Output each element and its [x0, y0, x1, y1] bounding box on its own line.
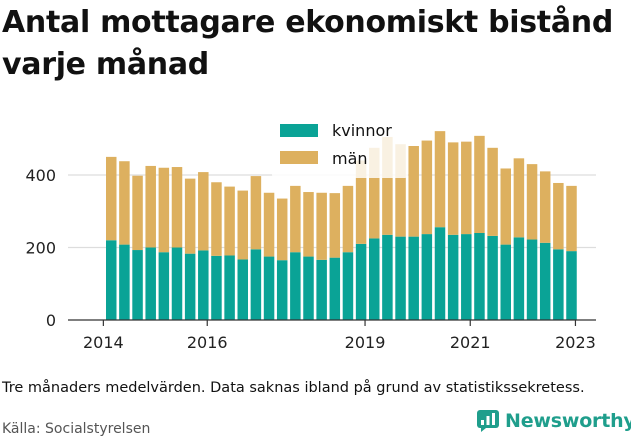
bar-man — [224, 186, 235, 256]
bar-kvinnor — [382, 234, 393, 320]
bar-kvinnor — [395, 236, 406, 320]
y-axis: 0 200 400 — [25, 166, 56, 330]
bar-kvinnor — [513, 237, 525, 320]
bar-man — [487, 147, 498, 236]
bar-man — [237, 190, 248, 260]
bar-kvinnor — [276, 260, 288, 320]
y-tick-label: 400 — [25, 166, 56, 185]
stacked-bar-chart: 0 200 400 2014 2016 2019 2021 2023 kvinnor män — [25, 116, 596, 352]
bar-kvinnor — [461, 234, 472, 320]
bar-kvinnor — [342, 252, 354, 320]
bar-kvinnor — [263, 256, 275, 320]
bar-kvinnor — [198, 250, 209, 320]
bar-kvinnor — [474, 233, 485, 320]
bar-kvinnor — [316, 259, 327, 320]
bar-kvinnor — [434, 227, 446, 320]
bar-man — [198, 172, 209, 251]
bar-kvinnor — [553, 249, 564, 320]
bar-man — [500, 168, 511, 245]
bar-man — [526, 164, 538, 240]
bar-man — [447, 142, 459, 235]
bar-man — [566, 185, 577, 252]
bar-kvinnor — [355, 243, 367, 320]
bar-kvinnor — [145, 247, 156, 320]
bar-man — [434, 131, 446, 228]
x-tick-label: 2014 — [83, 333, 124, 352]
bars-group — [106, 131, 577, 320]
bar-man — [171, 167, 183, 248]
bar-man — [145, 165, 156, 248]
bar-man — [290, 185, 301, 253]
bar-man — [106, 156, 117, 241]
x-tick-label: 2023 — [555, 333, 596, 352]
bar-man — [276, 198, 288, 261]
bar-kvinnor — [106, 240, 117, 320]
legend-swatch-kvinnor — [280, 124, 318, 137]
x-tick-label: 2019 — [345, 333, 386, 352]
newsworthy-logo-icon — [477, 410, 499, 432]
bar-man — [382, 136, 393, 235]
bar-man — [513, 158, 525, 238]
x-tick-label: 2016 — [187, 333, 228, 352]
bar-kvinnor — [421, 234, 433, 320]
bar-kvinnor — [539, 242, 551, 320]
x-axis: 2014 2016 2019 2021 2023 — [68, 319, 596, 352]
legend-label-man: män — [332, 149, 368, 168]
bar-kvinnor — [158, 252, 170, 320]
bar-man — [316, 192, 327, 260]
bar-kvinnor — [184, 253, 196, 320]
bar-man — [158, 167, 170, 253]
bar-kvinnor — [487, 235, 498, 320]
bar-kvinnor — [224, 255, 235, 320]
footnote: Tre månaders medelvärden. Data saknas ib… — [2, 380, 585, 396]
y-tick-label: 200 — [25, 239, 56, 258]
bar-man — [539, 171, 551, 243]
bar-man — [474, 135, 485, 233]
bar-man — [263, 192, 275, 257]
x-tick-label: 2021 — [450, 333, 491, 352]
bar-kvinnor — [119, 244, 130, 320]
bar-man — [421, 140, 433, 235]
bar-kvinnor — [132, 250, 143, 320]
source-credit: Källa: Socialstyrelsen — [2, 421, 151, 437]
bar-man — [461, 141, 472, 235]
bar-kvinnor — [211, 255, 222, 320]
bar-man — [132, 175, 143, 251]
bar-man — [303, 192, 314, 257]
legend-label-kvinnor: kvinnor — [332, 121, 392, 140]
bar-kvinnor — [408, 236, 419, 320]
bar-man — [408, 146, 419, 237]
bar-man — [329, 193, 341, 258]
legend-swatch-man — [280, 151, 318, 164]
bar-man — [184, 178, 196, 254]
bar-man — [250, 176, 262, 250]
bar-man — [342, 185, 354, 253]
bar-man — [395, 144, 406, 237]
bar-kvinnor — [303, 256, 314, 320]
bar-kvinnor — [447, 234, 459, 320]
bar-man — [119, 161, 130, 245]
chart-title: Antal mottagare ekonomiskt bistånd varje… — [2, 5, 614, 82]
brand-logo: Newsworthy — [477, 410, 631, 432]
bar-man — [553, 182, 564, 250]
bar-kvinnor — [566, 251, 577, 320]
bar-kvinnor — [329, 257, 341, 320]
bar-kvinnor — [500, 244, 511, 320]
bar-man — [355, 160, 367, 244]
bar-kvinnor — [290, 252, 301, 320]
bar-kvinnor — [369, 238, 380, 320]
bar-kvinnor — [250, 249, 262, 320]
bar-man — [211, 182, 222, 256]
y-tick-label: 0 — [46, 311, 56, 330]
bar-kvinnor — [171, 247, 183, 320]
legend: kvinnor män — [272, 116, 408, 178]
brand-name: Newsworthy — [505, 410, 631, 432]
bar-kvinnor — [526, 239, 538, 320]
bar-kvinnor — [237, 259, 248, 320]
bar-man — [369, 147, 380, 239]
